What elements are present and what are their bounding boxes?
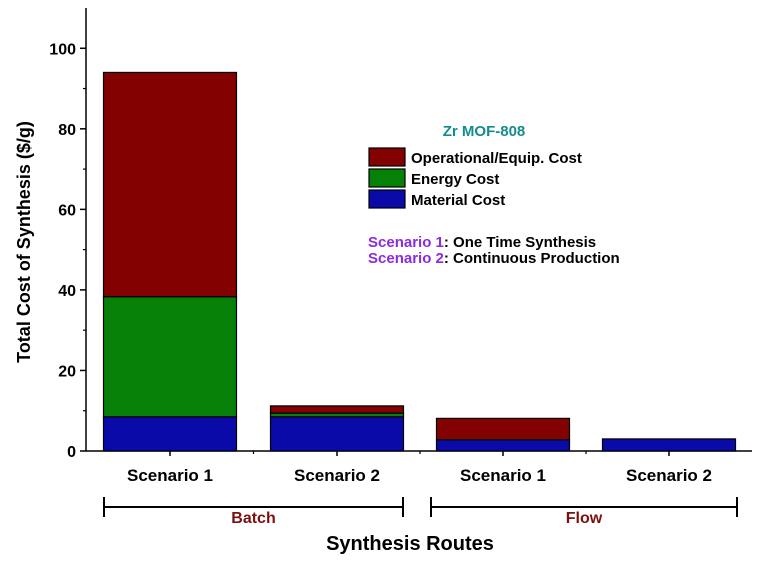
group-label: Flow	[566, 510, 603, 527]
bars	[102, 71, 737, 452]
scenario-note-text: : Continuous Production	[444, 250, 620, 267]
scenario-note-key: Scenario 1	[368, 234, 444, 251]
y-tick-label: 20	[58, 363, 76, 380]
scenario-note-text: : One Time Synthesis	[444, 234, 596, 251]
legend: Zr MOF-808 Operational/Equip. Cost Energy…	[368, 123, 582, 209]
group-label: Batch	[231, 510, 275, 527]
group-brackets: Batch Flow	[103, 497, 738, 527]
y-axis-title: Total Cost of Synthesis ($/g)	[14, 121, 34, 363]
legend-title: Zr MOF-808	[443, 123, 526, 140]
bar-segment	[601, 438, 737, 452]
y-tick-label: 0	[67, 444, 76, 461]
legend-label: Operational/Equip. Cost	[411, 150, 582, 167]
y-tick-label: 40	[58, 283, 76, 300]
bar-segment	[269, 416, 405, 452]
bar-segment	[435, 439, 571, 452]
bar-segment	[102, 296, 238, 418]
x-tick-label: Scenario 2	[294, 466, 380, 485]
bar-segment	[269, 405, 405, 414]
x-tick-label: Scenario 2	[626, 466, 712, 485]
bar-segment	[102, 71, 238, 298]
scenario-note: Scenario 1: One Time Synthesis	[368, 234, 596, 251]
x-axis-title: Synthesis Routes	[326, 533, 494, 555]
x-tick-label: Scenario 1	[127, 466, 213, 485]
y-tick-label: 60	[58, 202, 76, 219]
bar-segment	[435, 417, 571, 441]
scenario-note-key: Scenario 2	[368, 250, 444, 267]
y-tick-label: 100	[49, 41, 76, 58]
legend-swatch	[368, 147, 406, 167]
legend-swatch	[368, 168, 406, 188]
y-tick-label: 80	[58, 122, 76, 139]
x-tick-label: Scenario 1	[460, 466, 546, 485]
bar-segment	[102, 416, 238, 452]
legend-swatch	[368, 189, 406, 209]
legend-label: Material Cost	[411, 192, 505, 209]
legend-label: Energy Cost	[411, 171, 499, 188]
scenario-note: Scenario 2: Continuous Production	[368, 250, 620, 267]
